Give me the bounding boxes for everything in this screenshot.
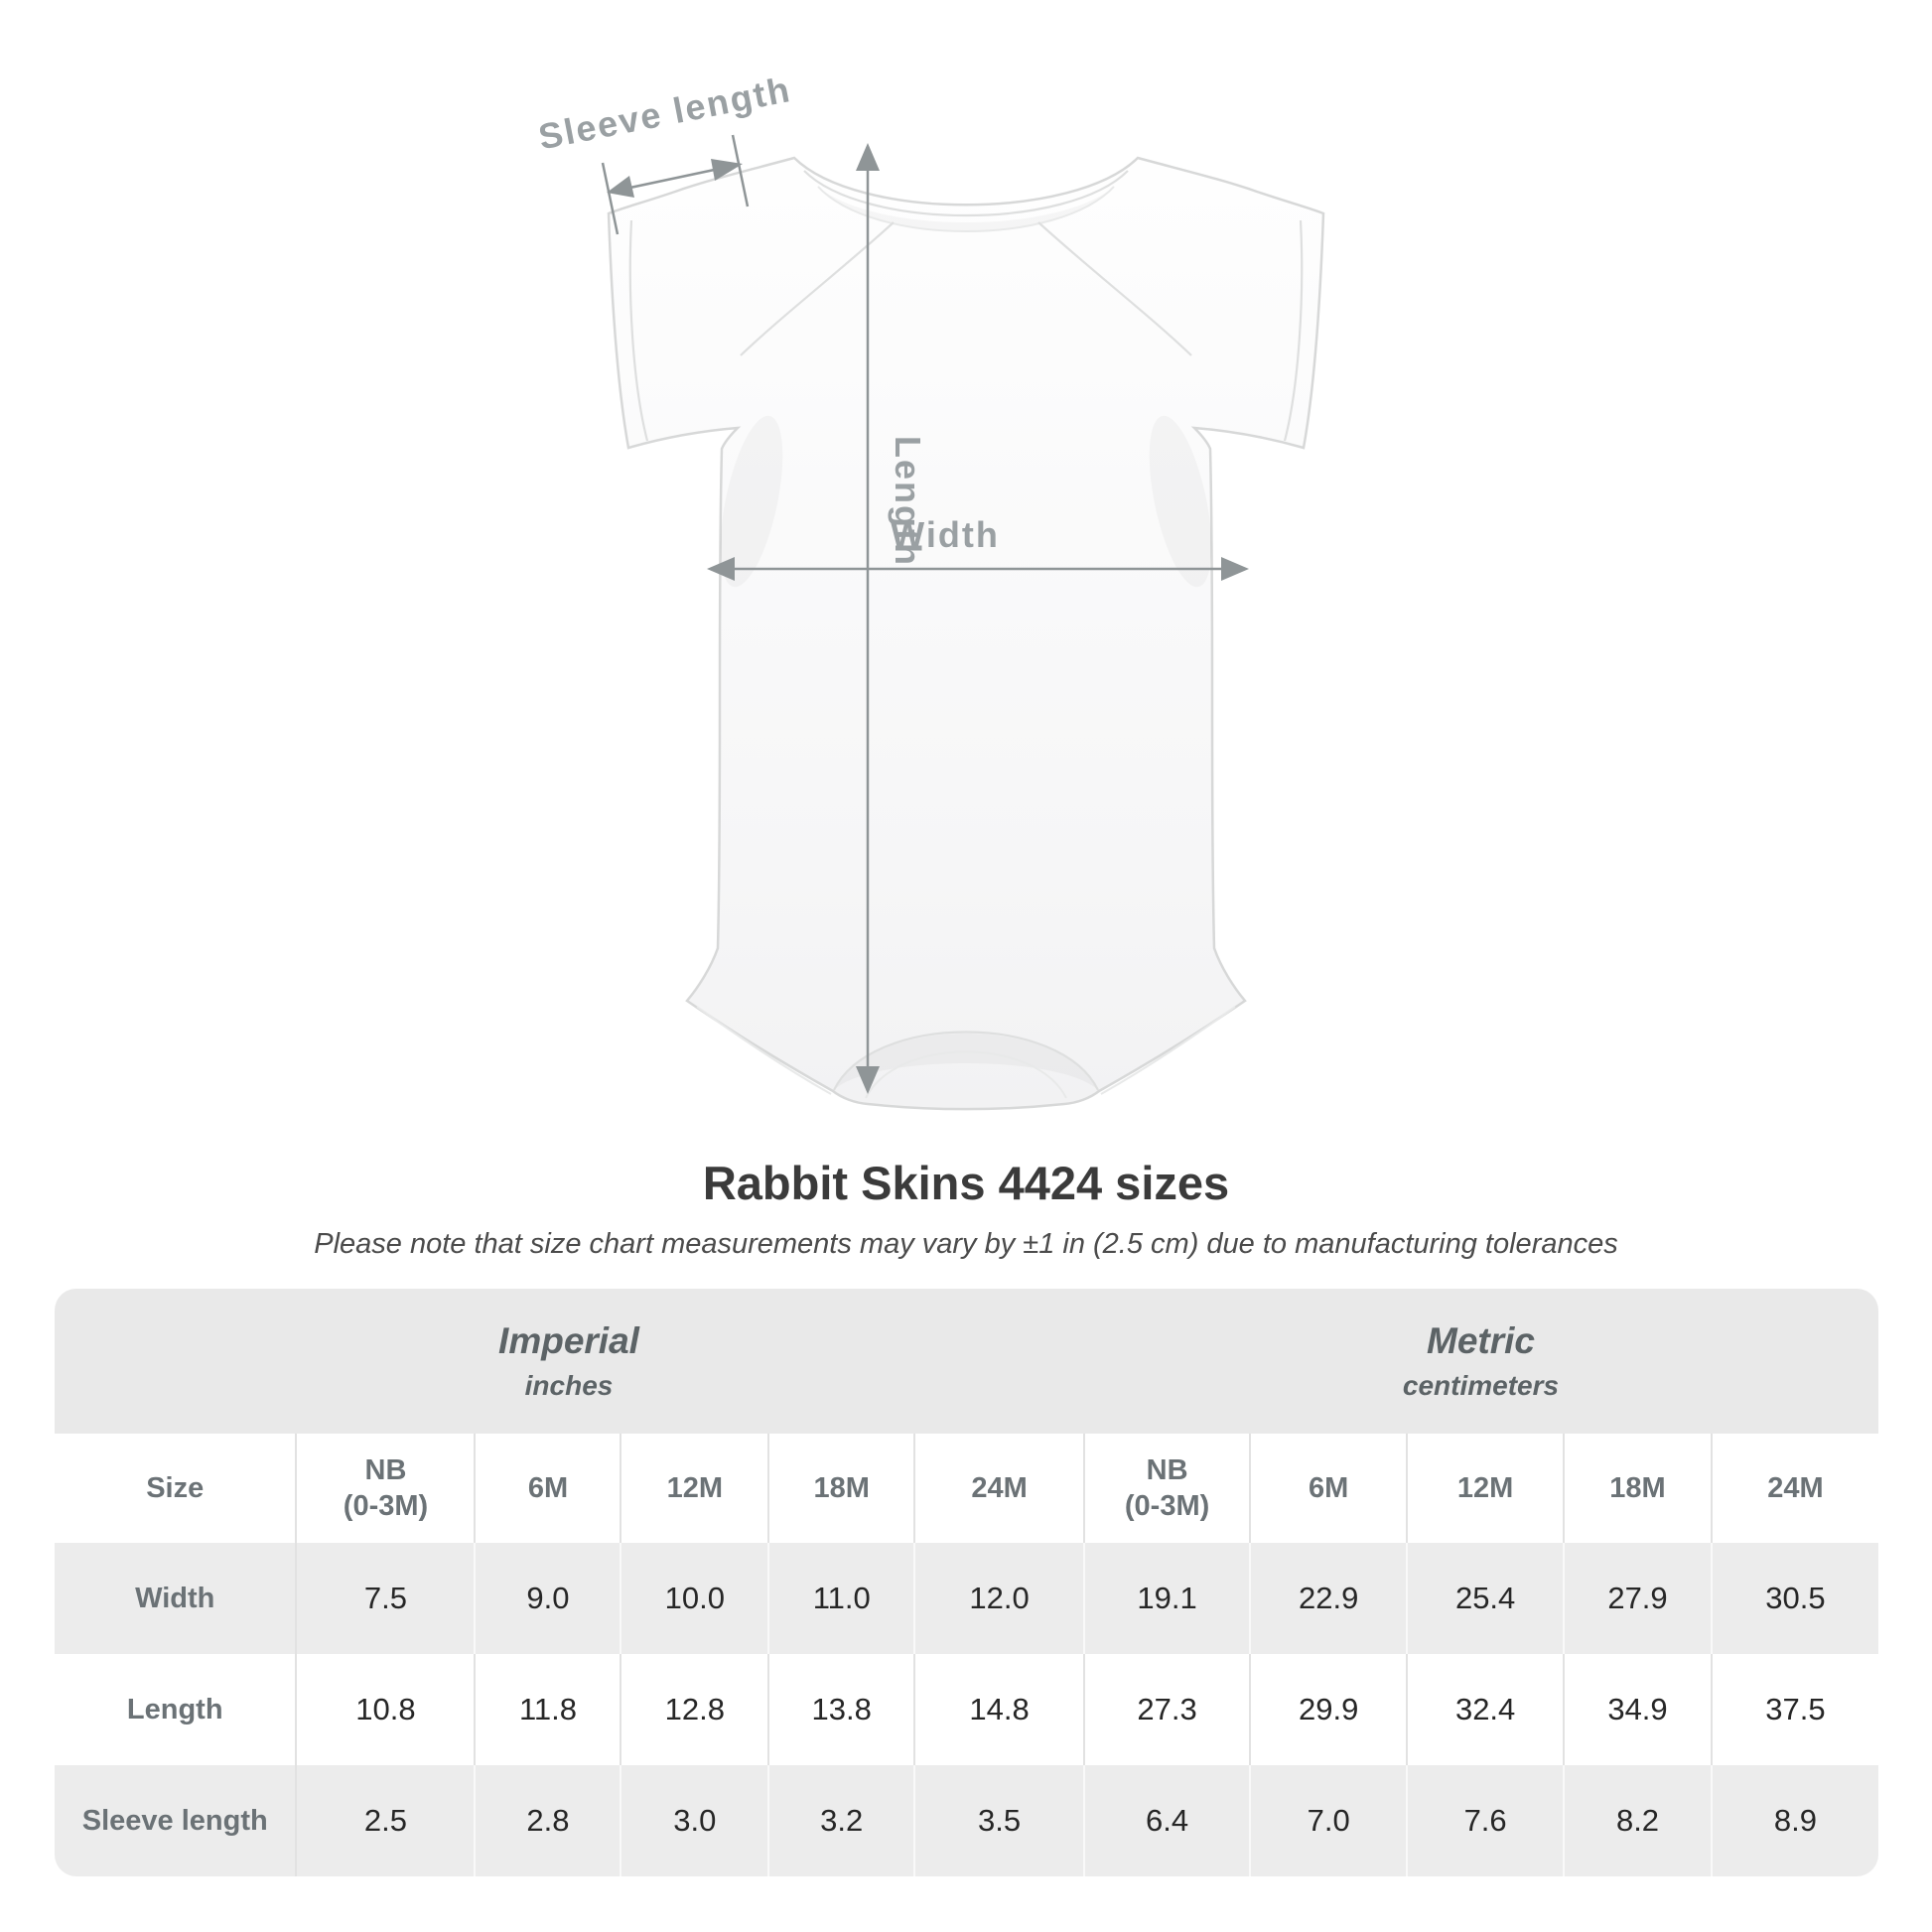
value-cell: 11.8 [474,1654,621,1765]
sleeve-extension-tick-right [731,134,750,207]
value-cell: 9.0 [474,1543,621,1654]
column-header: 24M [913,1434,1084,1543]
imperial-subtitle: inches [524,1370,614,1401]
column-header: 6M [474,1434,621,1543]
table-row-width: Width 7.5 9.0 10.0 11.0 12.0 19.1 22.9 2… [55,1543,1878,1654]
imperial-title: Imperial [498,1320,639,1361]
value-cell: 37.5 [1710,1654,1878,1765]
value-cell: 3.2 [767,1765,914,1876]
left-shoulder-flap-seam [740,221,895,356]
width-arrowhead-left [707,557,735,581]
size-column-header: Size [55,1434,296,1543]
value-cell: 13.8 [767,1654,914,1765]
value-cell: 8.9 [1710,1765,1878,1876]
sleeve-extension-tick-left [601,162,620,235]
value-cell: 27.3 [1083,1654,1250,1765]
crotch-flap-seam-inner [865,1050,1067,1099]
value-cell: 12.0 [913,1543,1084,1654]
crotch-flap-seam-outer [833,1031,1099,1091]
value-cell: 2.8 [474,1765,621,1876]
value-cell: 14.8 [913,1654,1084,1765]
value-cell: 30.5 [1710,1543,1878,1654]
left-leg-binding-seam [696,1006,832,1095]
value-cell: 10.8 [295,1654,475,1765]
width-label: Width [891,514,1000,555]
sleeve-arrowhead-right [711,159,743,181]
width-arrowhead-right [1221,557,1249,581]
value-cell: 34.9 [1563,1654,1711,1765]
column-header: NB (0-3M) [295,1434,475,1543]
value-cell: 7.0 [1249,1765,1407,1876]
column-header: 12M [620,1434,768,1543]
row-label: Width [55,1543,296,1654]
page-title: Rabbit Skins 4424 sizes [702,1157,1230,1209]
value-cell: 6.4 [1083,1765,1250,1876]
collar-seam-inner [817,186,1115,232]
row-label: Length [55,1654,296,1765]
column-header: NB (0-3M) [1083,1434,1250,1543]
width-dimension: Width [707,514,1249,581]
length-arrowhead-down [856,1066,880,1094]
value-cell: 8.2 [1563,1765,1711,1876]
unit-group-imperial: Imperial inches [55,1289,1084,1434]
value-cell: 10.0 [620,1543,768,1654]
value-cell: 22.9 [1249,1543,1407,1654]
sleeve-arrowhead-left [607,176,634,198]
value-cell: 12.8 [620,1654,768,1765]
column-header: 24M [1710,1434,1878,1543]
value-cell: 19.1 [1083,1543,1250,1654]
metric-subtitle: centimeters [1402,1370,1560,1401]
unit-group-metric: Metric centimeters [1083,1289,1878,1434]
value-cell: 7.6 [1406,1765,1564,1876]
collar-seam-outer [803,170,1129,217]
column-header-row: Size NB (0-3M) 6M 12M 18M 24M NB (0-3M) … [55,1434,1878,1543]
column-header: 18M [767,1434,914,1543]
right-shoulder-flap-seam [1037,221,1192,356]
row-label: Sleeve length [55,1765,296,1876]
length-arrowhead-up [856,143,880,171]
table-row-length: Length 10.8 11.8 12.8 13.8 14.8 27.3 29.… [55,1654,1878,1765]
length-label: Length [888,436,928,567]
value-cell: 3.0 [620,1765,768,1876]
size-chart-table: Imperial inches Metric centimeters Size … [55,1289,1878,1876]
right-leg-binding-seam [1100,1006,1236,1095]
column-header: 18M [1563,1434,1711,1543]
table-row-sleeve-length: Sleeve length 2.5 2.8 3.0 3.2 3.5 6.4 7.… [55,1765,1878,1876]
left-sleeve-hem-seam [628,219,649,442]
value-cell: 27.9 [1563,1543,1711,1654]
length-dimension: Length [856,143,928,1094]
value-cell: 29.9 [1249,1654,1407,1765]
metric-title: Metric [1427,1320,1535,1361]
value-cell: 2.5 [295,1765,475,1876]
value-cell: 3.5 [913,1765,1084,1876]
unit-group-row: Imperial inches Metric centimeters [55,1289,1878,1434]
value-cell: 7.5 [295,1543,475,1654]
right-sleeve-hem-seam [1283,219,1304,442]
tolerance-note: Please note that size chart measurements… [314,1228,1618,1260]
sleeve-length-label: Sleeve length [535,69,794,157]
value-cell: 11.0 [767,1543,914,1654]
value-cell: 32.4 [1406,1654,1564,1765]
bodysuit-measurement-diagram: Length Width Sleeve length [535,69,1325,1111]
bodysuit-outline [607,156,1325,1111]
value-cell: 25.4 [1406,1543,1564,1654]
column-header: 12M [1406,1434,1564,1543]
column-header: 6M [1249,1434,1407,1543]
